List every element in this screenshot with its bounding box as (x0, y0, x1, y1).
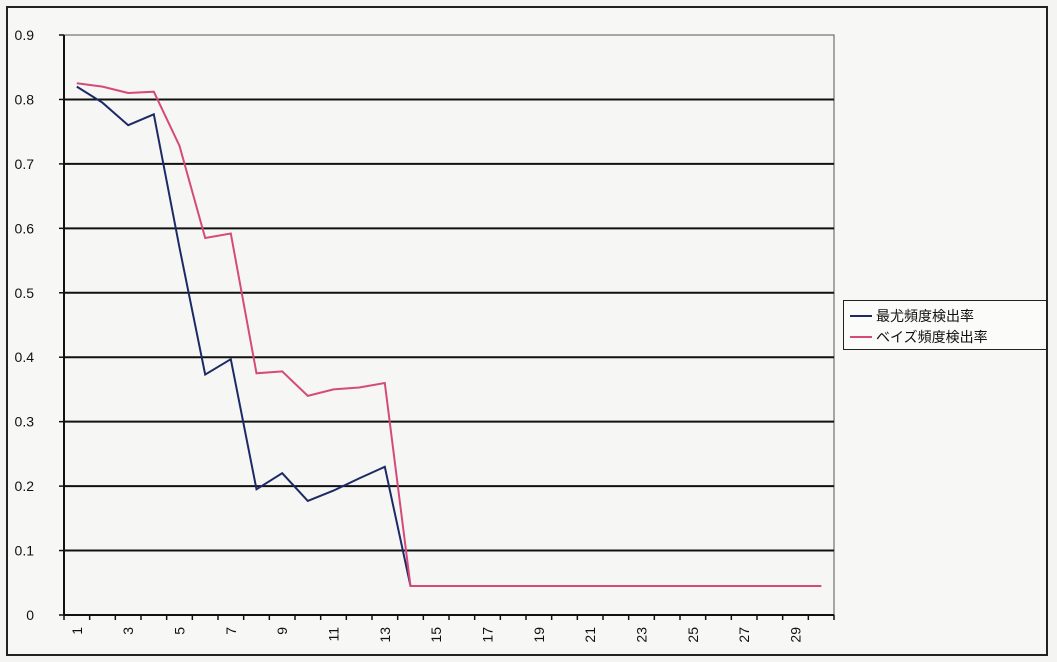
y-tick-label: 0.5 (15, 285, 35, 301)
x-tick-label: 19 (531, 627, 547, 643)
x-tick-label: 13 (377, 627, 393, 643)
y-tick-label: 0.9 (15, 27, 35, 43)
y-tick-label: 0.2 (15, 478, 35, 494)
legend-item-series-2: ベイズ頻度検出率 (850, 326, 1040, 347)
y-tick-label: 0.4 (15, 349, 35, 365)
x-tick-label: 29 (788, 627, 804, 643)
x-tick-label: 11 (326, 627, 342, 642)
y-tick-label: 0.7 (15, 156, 35, 172)
x-tick-label: 1 (69, 627, 85, 635)
x-tick-label: 9 (274, 627, 290, 635)
x-tick-label: 23 (634, 627, 650, 643)
legend-label-series-2: ベイズ頻度検出率 (876, 328, 988, 345)
x-tick-label: 27 (736, 627, 752, 643)
x-tick-label: 15 (428, 627, 444, 643)
gridlines (64, 98, 834, 552)
tick-labels: 00.10.20.30.40.50.60.70.80.91 3 5 7 9 11 13 15 1… (15, 27, 804, 643)
legend: 最尤頻度検出率 ベイズ頻度検出率 (843, 300, 1047, 350)
x-tick-label: 7 (223, 627, 239, 635)
y-tick-label: 0.3 (15, 414, 35, 430)
x-tick-label: 21 (582, 627, 598, 643)
y-tick-label: 0 (26, 607, 34, 623)
x-tick-label: 25 (685, 627, 701, 643)
legend-item-series-1: 最尤頻度検出率 (850, 305, 1040, 326)
y-tick-label: 0.6 (15, 220, 35, 236)
series-lines (76, 82, 822, 587)
x-tick-label: 17 (480, 627, 496, 643)
plot-area (63, 34, 835, 616)
legend-swatch-series-1 (850, 314, 872, 317)
x-tick-label: 5 (172, 627, 188, 635)
x-tick-label: 3 (120, 627, 136, 635)
legend-swatch-series-2 (850, 335, 872, 338)
y-tick-label: 0.1 (15, 543, 35, 559)
axes (59, 34, 835, 620)
legend-label-series-1: 最尤頻度検出率 (876, 307, 974, 324)
series-line-2 (76, 82, 822, 587)
y-tick-label: 0.8 (15, 91, 35, 107)
